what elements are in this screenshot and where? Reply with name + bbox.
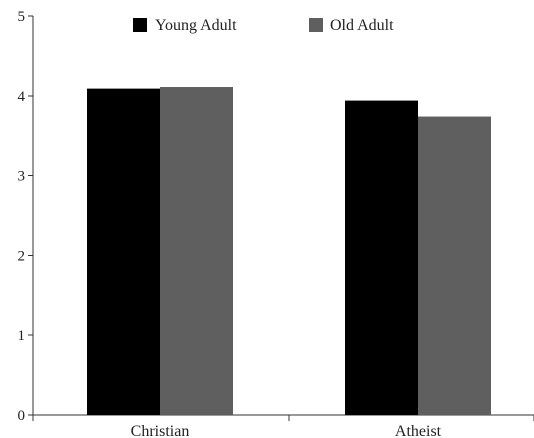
y-tick-label: 2	[18, 248, 26, 264]
x-category-label: Atheist	[395, 423, 442, 438]
legend-swatch-young-adult	[133, 18, 147, 32]
legend-label-young-adult: Young Adult	[155, 17, 237, 34]
bar-series	[87, 87, 491, 416]
y-axis-ticks: 0 1 2 3 4 5	[18, 9, 33, 424]
y-tick-label: 3	[18, 169, 26, 185]
x-axis-ticks: Christian Atheist	[32, 415, 534, 438]
bar-young-adult-christian	[87, 88, 160, 416]
bar-young-adult-atheist	[345, 100, 418, 415]
y-tick-label: 0	[18, 408, 26, 424]
x-category-label: Christian	[131, 423, 190, 438]
y-tick-label: 5	[18, 9, 26, 25]
y-tick-label: 4	[18, 89, 26, 105]
legend-swatch-old-adult	[309, 18, 323, 32]
legend-label-old-adult: Old Adult	[330, 17, 394, 34]
bar-old-adult-christian	[160, 87, 233, 415]
chart-legend: Young Adult Old Adult	[133, 17, 394, 34]
bar-old-adult-atheist	[418, 116, 491, 415]
y-tick-label: 1	[18, 328, 26, 344]
